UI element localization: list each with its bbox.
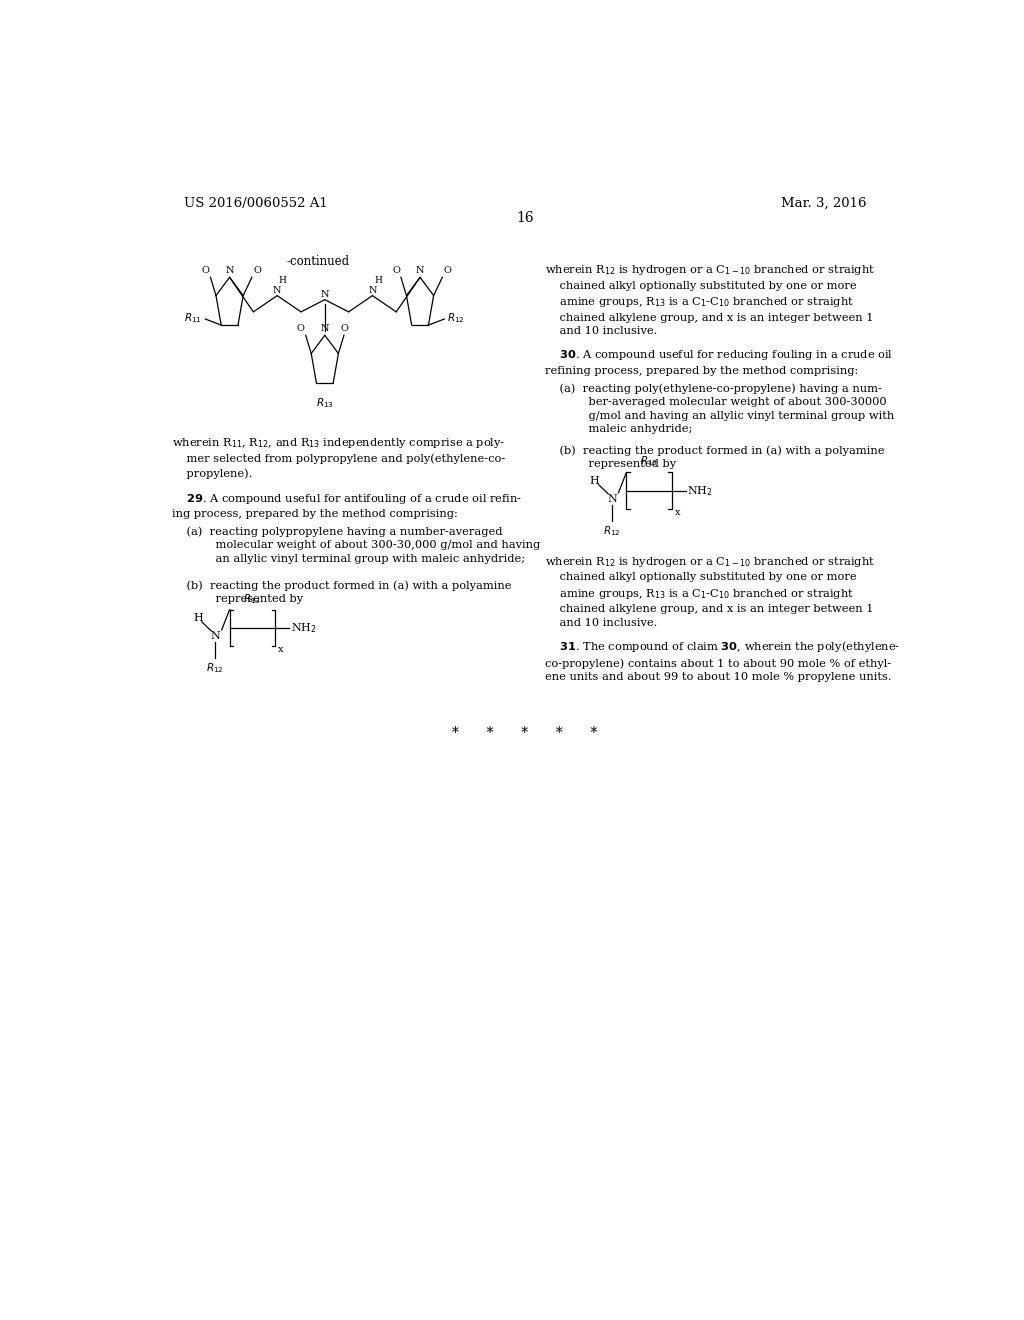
Text: H: H — [374, 276, 382, 285]
Text: $R_{13}$: $R_{13}$ — [315, 396, 334, 411]
Text: N: N — [210, 631, 220, 642]
Text: N: N — [607, 494, 617, 504]
Text: N: N — [225, 267, 233, 276]
Text: O: O — [392, 267, 400, 276]
Text: NH$_2$: NH$_2$ — [291, 622, 316, 635]
Text: $\mathbf{30}$. A compound useful for reducing fouling in a crude oil
refining pr: $\mathbf{30}$. A compound useful for red… — [545, 348, 893, 376]
Text: O: O — [254, 267, 261, 276]
Text: $R_{13}$: $R_{13}$ — [640, 454, 657, 469]
Text: 16: 16 — [516, 211, 534, 226]
Text: N: N — [416, 267, 424, 276]
Text: H: H — [193, 612, 203, 623]
Text: $R_{12}$: $R_{12}$ — [207, 661, 224, 676]
Text: (a)  reacting poly(ethylene-co-propylene) having a num-
            ber-averaged: (a) reacting poly(ethylene-co-propylene)… — [545, 383, 894, 434]
Text: x: x — [675, 508, 680, 517]
Text: O: O — [202, 267, 210, 276]
Text: N: N — [273, 285, 282, 294]
Text: H: H — [590, 475, 599, 486]
Text: H: H — [279, 276, 287, 285]
Text: wherein R$_{12}$ is hydrogen or a C$_{1-10}$ branched or straight
    chained al: wherein R$_{12}$ is hydrogen or a C$_{1-… — [545, 554, 874, 628]
Text: US 2016/0060552 A1: US 2016/0060552 A1 — [183, 197, 328, 210]
Text: *  *  *  *  *: * * * * * — [453, 726, 597, 739]
Text: N: N — [369, 285, 377, 294]
Text: Mar. 3, 2016: Mar. 3, 2016 — [780, 197, 866, 210]
Text: -continued: -continued — [287, 255, 350, 268]
Text: ​$\mathbf{29}$. A compound useful for antifouling of a crude oil refin-
ing proc: ​$\mathbf{29}$. A compound useful for an… — [172, 492, 521, 519]
Text: (b)  reacting the product formed in (a) with a polyamine
            represented: (b) reacting the product formed in (a) w… — [172, 581, 511, 605]
Text: O: O — [296, 325, 304, 333]
Text: $R_{12}$: $R_{12}$ — [447, 312, 465, 325]
Text: wherein R$_{12}$ is hydrogen or a C$_{1-10}$ branched or straight
    chained al: wherein R$_{12}$ is hydrogen or a C$_{1-… — [545, 263, 874, 337]
Text: NH$_2$: NH$_2$ — [687, 484, 713, 498]
Text: (a)  reacting polypropylene having a number-averaged
            molecular weigh: (a) reacting polypropylene having a numb… — [172, 527, 540, 564]
Text: O: O — [444, 267, 452, 276]
Text: N: N — [321, 289, 329, 298]
Text: O: O — [341, 325, 349, 333]
Text: N: N — [321, 325, 329, 333]
Text: $R_{13}$: $R_{13}$ — [243, 591, 261, 606]
Text: wherein R$_{11}$, R$_{12}$, and R$_{13}$ independently comprise a poly-
    mer : wherein R$_{11}$, R$_{12}$, and R$_{13}$… — [172, 436, 505, 479]
Text: (b)  reacting the product formed in (a) with a polyamine
            represented: (b) reacting the product formed in (a) w… — [545, 445, 884, 469]
Text: $\mathbf{31}$. The compound of claim $\mathbf{30}$, wherein the poly(ethylene-
c: $\mathbf{31}$. The compound of claim $\m… — [545, 639, 900, 682]
Text: $R_{12}$: $R_{12}$ — [603, 524, 621, 539]
Text: $R_{11}$: $R_{11}$ — [184, 312, 202, 325]
Text: x: x — [278, 645, 284, 655]
